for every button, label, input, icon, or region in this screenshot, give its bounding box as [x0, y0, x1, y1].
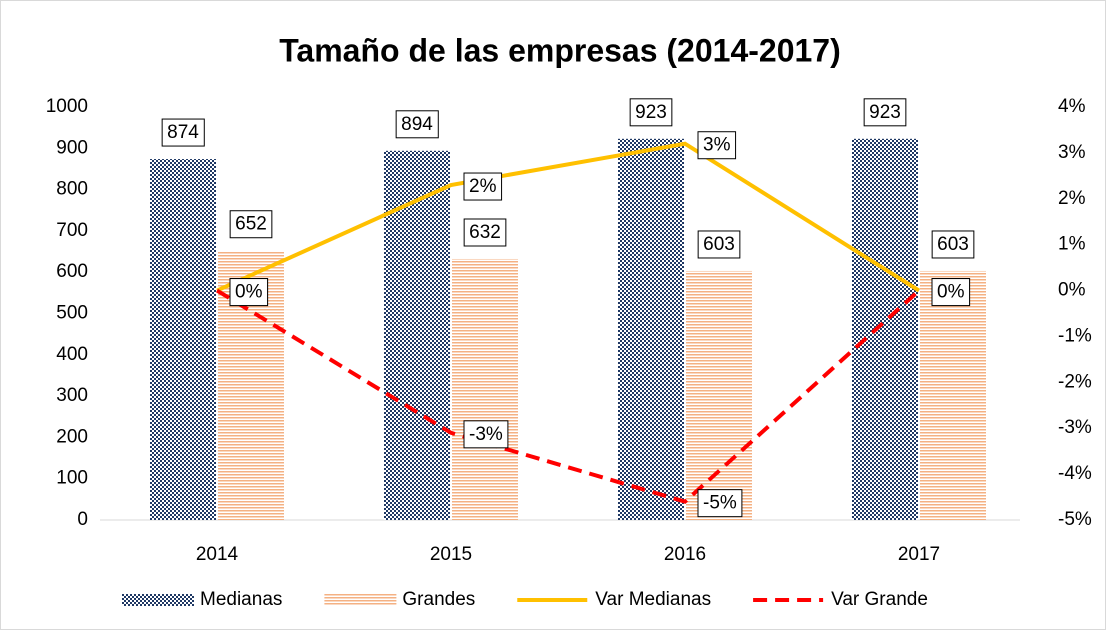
data-label: 2%	[469, 176, 497, 197]
bar	[452, 258, 518, 520]
data-label-box	[463, 172, 503, 201]
y2-tick-label: -1%	[1058, 325, 1092, 346]
y-tick-label: 300	[56, 385, 88, 406]
data-label: -5%	[703, 493, 737, 514]
line	[216, 141, 921, 293]
data-label-box	[697, 489, 743, 518]
data-label: 0%	[937, 282, 965, 303]
y2-tick-label: 0%	[1058, 280, 1086, 301]
data-label-box	[697, 131, 737, 160]
data-label: 603	[937, 234, 969, 255]
y-tick-label: 700	[56, 220, 88, 241]
legend-label: Var Medianas	[595, 589, 711, 610]
legend-label: Var Grande	[831, 589, 928, 610]
data-label: 632	[469, 222, 501, 243]
data-label-box	[697, 230, 741, 259]
y-tick-label: 500	[56, 303, 88, 324]
x-tick-label: 2014	[196, 544, 239, 565]
legend-swatch	[324, 594, 397, 606]
y2-tick-label: 1%	[1058, 234, 1086, 255]
y-tick-label: 400	[56, 344, 88, 365]
data-label: 923	[635, 102, 667, 123]
data-label-box	[395, 110, 439, 139]
legend-label: Grandes	[402, 589, 475, 610]
bar	[384, 150, 450, 520]
y-tick-label: 800	[56, 179, 88, 200]
y-tick-label: 0	[77, 509, 88, 530]
bar	[150, 159, 216, 520]
data-label: 603	[703, 234, 735, 255]
y-tick-label: 1000	[46, 96, 88, 117]
data-label-box	[463, 218, 507, 247]
data-label-box	[229, 278, 269, 307]
x-tick-label: 2015	[430, 544, 472, 565]
chart-title: Tamaño de las empresas (2014-2017)	[279, 32, 840, 68]
y-tick-label: 900	[56, 137, 88, 158]
y-tick-label: 200	[56, 426, 88, 447]
data-label: 923	[869, 102, 901, 123]
data-label-box	[229, 210, 273, 239]
line	[215, 288, 921, 504]
y2-tick-label: -5%	[1058, 509, 1092, 530]
y2-tick-label: -4%	[1058, 463, 1092, 484]
x-tick-label: 2016	[664, 544, 706, 565]
data-label-box	[629, 98, 673, 127]
data-label: 874	[167, 122, 199, 143]
y2-tick-label: 3%	[1058, 142, 1086, 163]
bar	[686, 270, 752, 520]
data-label: -3%	[469, 424, 503, 445]
bar	[618, 138, 684, 520]
y-tick-label: 600	[56, 261, 88, 282]
y2-tick-label: 4%	[1058, 96, 1086, 117]
bar	[852, 138, 918, 520]
y-tick-label: 100	[56, 468, 88, 489]
y2-tick-label: 2%	[1058, 188, 1086, 209]
data-label-box	[463, 420, 509, 449]
data-label-box	[863, 98, 907, 127]
legend-label: Medianas	[200, 589, 282, 610]
legend-swatch	[122, 594, 194, 606]
data-label: 0%	[235, 282, 263, 303]
data-label: 3%	[703, 135, 731, 156]
data-label-box	[161, 118, 205, 147]
y2-tick-label: -2%	[1058, 371, 1092, 392]
data-label: 652	[235, 214, 267, 235]
data-label-box	[931, 278, 971, 307]
y2-tick-label: -3%	[1058, 417, 1092, 438]
data-label: 894	[401, 114, 433, 135]
data-label-box	[931, 230, 975, 259]
x-tick-label: 2017	[898, 544, 940, 565]
bar	[920, 270, 986, 520]
